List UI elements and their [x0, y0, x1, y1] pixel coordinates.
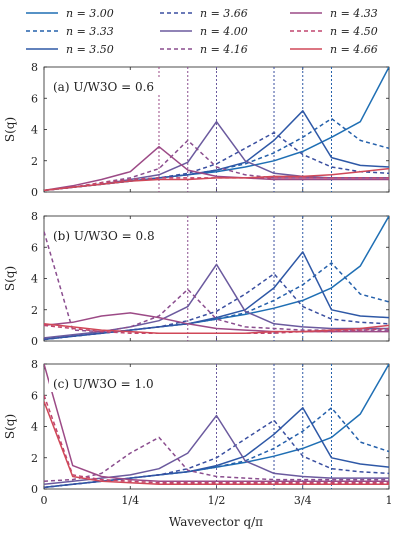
- y-tick-label: 0: [31, 186, 38, 199]
- y-tick-label: 2: [31, 452, 38, 465]
- y-tick-label: 4: [31, 124, 38, 137]
- y-tick-label: 0: [31, 483, 38, 496]
- y-tick-label: 8: [31, 61, 38, 74]
- y-tick-label: 6: [31, 92, 38, 105]
- y-axis-label: S(q): [3, 117, 17, 142]
- series-line: [44, 145, 389, 192]
- series-line: [44, 436, 389, 482]
- y-tick-label: 4: [31, 273, 38, 286]
- y-tick-label: 2: [31, 304, 38, 317]
- y-tick-label: 4: [31, 421, 38, 434]
- legend-label: n = 3.00: [66, 7, 114, 20]
- legend: n = 3.00 n = 3.66 n = 4.33 n = 3.33 n = 4.00…: [26, 7, 378, 56]
- y-axis-label: S(q): [3, 266, 17, 291]
- legend-label: n = 4.50: [330, 25, 378, 38]
- series-line: [44, 131, 389, 192]
- legend-label: n = 3.66: [200, 7, 248, 20]
- legend-label: n = 3.50: [66, 43, 114, 56]
- series-line: [44, 364, 389, 482]
- y-tick-label: 0: [31, 335, 38, 348]
- panel-label: (c) U/W3O = 1.0: [53, 377, 154, 391]
- series-line: [44, 407, 389, 489]
- series-line: [44, 324, 389, 334]
- legend-label: n = 4.16: [200, 43, 248, 56]
- y-tick-label: 6: [31, 241, 38, 254]
- chart-panel: 0 2 4 6 8 S(q) (a) U/W3O = 0.6: [3, 61, 390, 199]
- series-line: [44, 407, 389, 489]
- series-line: [44, 414, 389, 486]
- legend-label: n = 3.33: [66, 25, 114, 38]
- series-line: [44, 177, 389, 192]
- y-tick-label: 2: [31, 155, 38, 168]
- series-line: [44, 395, 389, 484]
- y-axis-label: S(q): [3, 414, 17, 439]
- y-tick-label: 6: [31, 389, 38, 402]
- legend-label: n = 4.66: [330, 43, 378, 56]
- chart-panel: 0 2 4 6 8 S(q) (b) U/W3O = 0.8: [3, 210, 390, 348]
- panel-label: (b) U/W3O = 0.8: [53, 229, 155, 243]
- series-line: [44, 273, 389, 341]
- y-tick-label: 8: [31, 358, 38, 371]
- chart-panel: 0 2 4 6 8 S(q) 0 1/4 1/2 3/4 1 (c) U/W3O = 1.0: [3, 358, 393, 507]
- x-tick-label: 0: [41, 494, 48, 507]
- legend-label: n = 4.33: [330, 7, 378, 20]
- series-line: [44, 167, 389, 192]
- panel-label-background: [49, 77, 181, 95]
- x-tick-label: 1/4: [121, 494, 139, 507]
- panel-label-background: [49, 374, 181, 392]
- y-tick-label: 8: [31, 210, 38, 223]
- panel-label-background: [49, 226, 181, 244]
- series-line: [44, 401, 389, 486]
- x-tick-label: 1: [386, 494, 393, 507]
- x-tick-label: 1/2: [208, 494, 226, 507]
- x-axis-label: Wavevector q/π: [169, 515, 263, 529]
- legend-label: n = 4.00: [200, 25, 248, 38]
- chart-panels: 0 2 4 6 8 S(q) (a) U/W3O = 0.6 0 2 4 6 8 S(q) (b) U/W…: [3, 61, 393, 507]
- panel-label: (a) U/W3O = 0.6: [53, 80, 154, 94]
- series-line: [44, 323, 389, 334]
- x-tick-label: 3/4: [294, 494, 312, 507]
